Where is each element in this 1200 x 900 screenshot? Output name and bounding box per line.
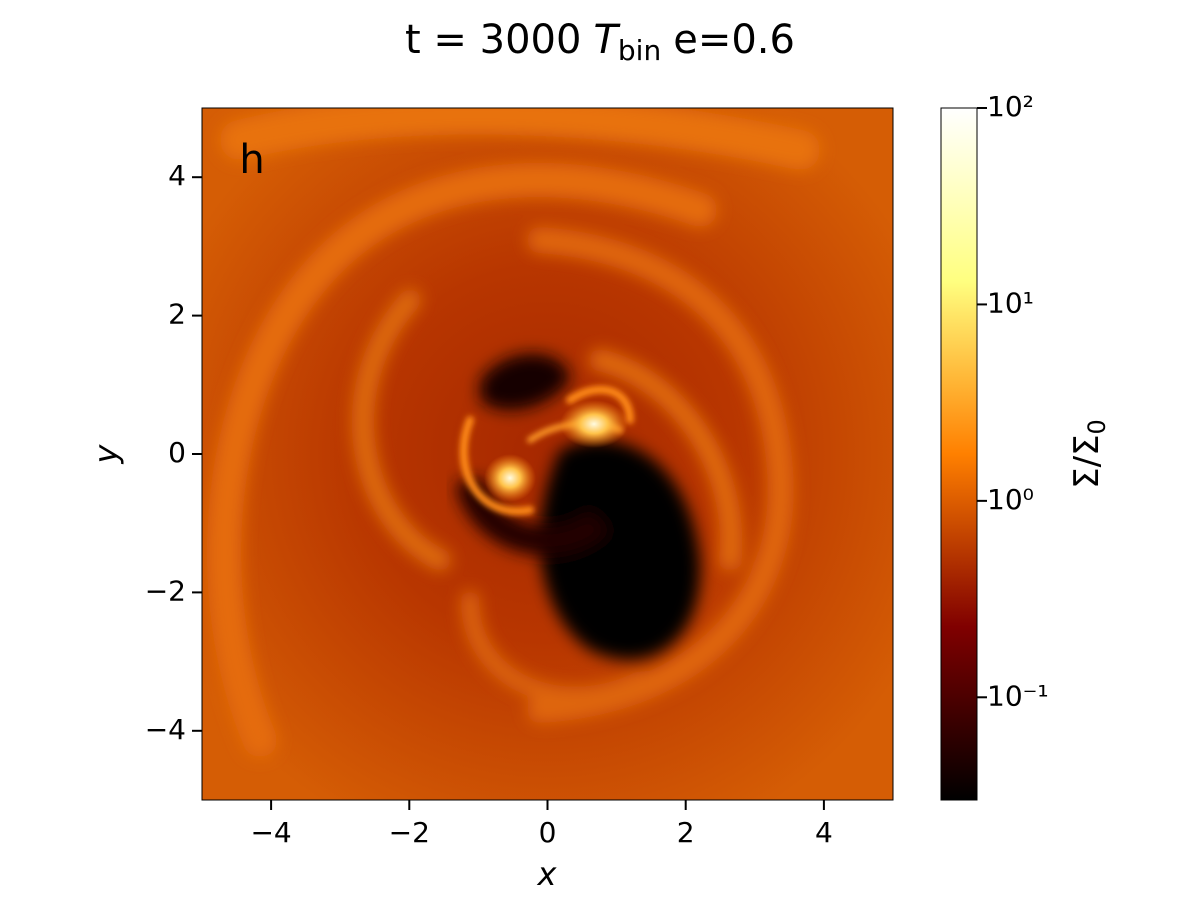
colorbar-label: Σ/Σ0 bbox=[1067, 419, 1112, 489]
x-tick-label: −4 bbox=[250, 816, 291, 849]
colorbar-tick-label: 10⁰ bbox=[987, 483, 1034, 516]
panel-label: h bbox=[239, 137, 264, 183]
density-image bbox=[202, 108, 893, 800]
y-tick-label: −4 bbox=[145, 713, 186, 746]
colorbar-tick-label: 10⁻¹ bbox=[987, 679, 1049, 712]
colorbar-scale bbox=[940, 107, 978, 801]
title-subscript: bin bbox=[618, 34, 661, 67]
chart-title: t = 3000 Tbin e=0.6 bbox=[405, 17, 795, 67]
title-text: t = 3000 bbox=[405, 17, 581, 63]
x-tick-label: 0 bbox=[539, 816, 557, 849]
colorbar-label-text: Σ/Σ bbox=[1067, 434, 1107, 488]
title-suffix: e=0.6 bbox=[673, 17, 795, 63]
colorbar: 10⁻¹ 10⁰ 10¹ 10² bbox=[940, 90, 1049, 801]
title-symbol: T bbox=[593, 17, 621, 63]
x-tick-label: 4 bbox=[815, 816, 833, 849]
y-tick-label: 2 bbox=[168, 298, 186, 331]
y-tick-label: −2 bbox=[145, 574, 186, 607]
y-tick-label: 0 bbox=[168, 436, 186, 469]
colorbar-label-subscript: 0 bbox=[1083, 419, 1111, 434]
colorbar-tick-label: 10² bbox=[987, 90, 1034, 123]
x-axis-label: x bbox=[537, 855, 558, 893]
x-tick-label: 2 bbox=[677, 816, 695, 849]
x-tick-label: −2 bbox=[389, 816, 430, 849]
y-tick-label: 4 bbox=[168, 159, 186, 192]
y-axis-label: y bbox=[87, 443, 125, 464]
colorbar-tick-label: 10¹ bbox=[987, 286, 1034, 319]
